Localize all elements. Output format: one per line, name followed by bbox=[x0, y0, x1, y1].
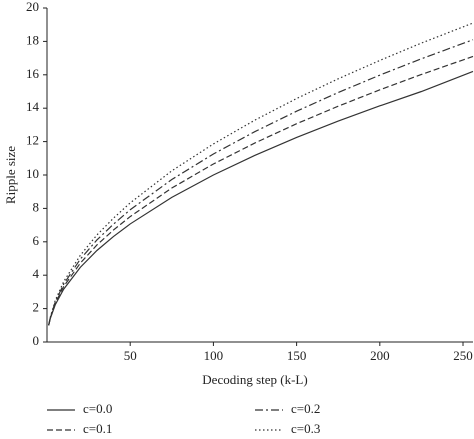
legend-label: c=0.3 bbox=[291, 421, 320, 436]
x-tick-label: 250 bbox=[453, 348, 473, 363]
x-tick-label: 200 bbox=[370, 348, 390, 363]
series-line bbox=[48, 39, 474, 326]
y-tick-label: 0 bbox=[33, 333, 40, 348]
series-line bbox=[48, 70, 474, 326]
y-tick-label: 4 bbox=[33, 266, 40, 281]
y-tick-label: 10 bbox=[26, 166, 39, 181]
y-tick-label: 14 bbox=[26, 99, 40, 114]
y-tick-label: 20 bbox=[26, 0, 39, 14]
x-axis-label: Decoding step (k-L) bbox=[202, 372, 307, 387]
y-tick-label: 18 bbox=[26, 32, 39, 47]
legend-label: c=0.0 bbox=[83, 401, 112, 416]
legend-label: c=0.2 bbox=[291, 401, 320, 416]
series-line bbox=[48, 55, 474, 326]
x-tick-label: 50 bbox=[124, 348, 137, 363]
x-tick-label: 100 bbox=[204, 348, 224, 363]
y-axis-label: Ripple size bbox=[3, 146, 18, 204]
series-line bbox=[48, 22, 474, 326]
x-tick-label: 150 bbox=[287, 348, 307, 363]
y-tick-label: 8 bbox=[33, 199, 40, 214]
y-tick-label: 2 bbox=[33, 300, 40, 315]
y-tick-label: 12 bbox=[26, 133, 39, 148]
legend-label: c=0.1 bbox=[83, 421, 112, 436]
y-tick-label: 16 bbox=[26, 66, 40, 81]
y-tick-label: 6 bbox=[33, 233, 40, 248]
